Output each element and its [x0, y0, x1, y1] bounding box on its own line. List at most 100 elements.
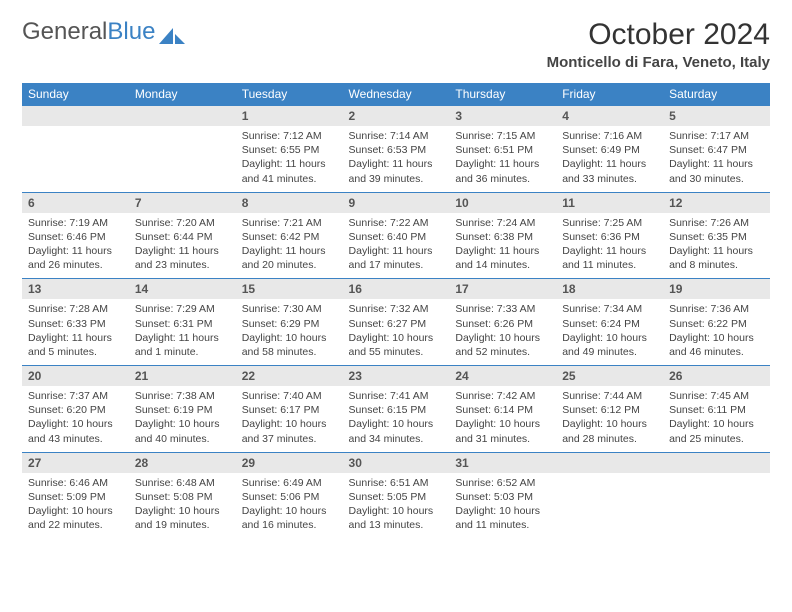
day-data: Sunrise: 6:51 AMSunset: 5:05 PMDaylight:…	[343, 473, 450, 539]
calendar-cell: 25Sunrise: 7:44 AMSunset: 6:12 PMDayligh…	[556, 365, 663, 452]
day-number: 21	[129, 365, 236, 386]
calendar-cell: 19Sunrise: 7:36 AMSunset: 6:22 PMDayligh…	[663, 278, 770, 365]
day-data: Sunrise: 6:52 AMSunset: 5:03 PMDaylight:…	[449, 473, 556, 539]
brand-logo: GeneralBlue	[22, 18, 185, 46]
day-data: Sunrise: 7:28 AMSunset: 6:33 PMDaylight:…	[22, 299, 129, 365]
day-data: Sunrise: 7:36 AMSunset: 6:22 PMDaylight:…	[663, 299, 770, 365]
brand-part2: Blue	[107, 18, 155, 46]
day-data: Sunrise: 7:19 AMSunset: 6:46 PMDaylight:…	[22, 213, 129, 279]
day-header: Tuesday	[236, 83, 343, 105]
sail-icon	[159, 23, 185, 41]
day-data: Sunrise: 7:41 AMSunset: 6:15 PMDaylight:…	[343, 386, 450, 452]
calendar-cell: 4Sunrise: 7:16 AMSunset: 6:49 PMDaylight…	[556, 105, 663, 192]
calendar-cell: 11Sunrise: 7:25 AMSunset: 6:36 PMDayligh…	[556, 192, 663, 279]
calendar-cell: 21Sunrise: 7:38 AMSunset: 6:19 PMDayligh…	[129, 365, 236, 452]
calendar-cell: 12Sunrise: 7:26 AMSunset: 6:35 PMDayligh…	[663, 192, 770, 279]
calendar-cell: 5Sunrise: 7:17 AMSunset: 6:47 PMDaylight…	[663, 105, 770, 192]
day-number: 29	[236, 452, 343, 473]
day-number: 25	[556, 365, 663, 386]
day-data: Sunrise: 7:16 AMSunset: 6:49 PMDaylight:…	[556, 126, 663, 192]
day-number: 10	[449, 192, 556, 213]
day-data: Sunrise: 7:21 AMSunset: 6:42 PMDaylight:…	[236, 213, 343, 279]
day-data: Sunrise: 6:46 AMSunset: 5:09 PMDaylight:…	[22, 473, 129, 539]
day-data-empty	[22, 126, 129, 192]
day-number: 1	[236, 105, 343, 126]
calendar-head: SundayMondayTuesdayWednesdayThursdayFrid…	[22, 83, 770, 105]
calendar-cell: 2Sunrise: 7:14 AMSunset: 6:53 PMDaylight…	[343, 105, 450, 192]
calendar-cell: 13Sunrise: 7:28 AMSunset: 6:33 PMDayligh…	[22, 278, 129, 365]
calendar-cell: 14Sunrise: 7:29 AMSunset: 6:31 PMDayligh…	[129, 278, 236, 365]
day-number-empty	[129, 105, 236, 126]
day-number: 7	[129, 192, 236, 213]
day-number: 20	[22, 365, 129, 386]
calendar-cell: 26Sunrise: 7:45 AMSunset: 6:11 PMDayligh…	[663, 365, 770, 452]
calendar-cell: 9Sunrise: 7:22 AMSunset: 6:40 PMDaylight…	[343, 192, 450, 279]
calendar-cell: 29Sunrise: 6:49 AMSunset: 5:06 PMDayligh…	[236, 452, 343, 539]
calendar-cell: 1Sunrise: 7:12 AMSunset: 6:55 PMDaylight…	[236, 105, 343, 192]
day-data: Sunrise: 7:40 AMSunset: 6:17 PMDaylight:…	[236, 386, 343, 452]
calendar-row: 27Sunrise: 6:46 AMSunset: 5:09 PMDayligh…	[22, 452, 770, 539]
day-data-empty	[663, 473, 770, 539]
day-number: 2	[343, 105, 450, 126]
day-number: 15	[236, 278, 343, 299]
day-header: Saturday	[663, 83, 770, 105]
calendar-body: 1Sunrise: 7:12 AMSunset: 6:55 PMDaylight…	[22, 105, 770, 538]
calendar-cell: 15Sunrise: 7:30 AMSunset: 6:29 PMDayligh…	[236, 278, 343, 365]
day-number: 26	[663, 365, 770, 386]
location: Monticello di Fara, Veneto, Italy	[547, 54, 770, 71]
calendar-cell	[556, 452, 663, 539]
day-number-empty	[556, 452, 663, 473]
day-data: Sunrise: 7:30 AMSunset: 6:29 PMDaylight:…	[236, 299, 343, 365]
calendar-cell: 7Sunrise: 7:20 AMSunset: 6:44 PMDaylight…	[129, 192, 236, 279]
day-number: 19	[663, 278, 770, 299]
day-data: Sunrise: 7:20 AMSunset: 6:44 PMDaylight:…	[129, 213, 236, 279]
day-data: Sunrise: 7:15 AMSunset: 6:51 PMDaylight:…	[449, 126, 556, 192]
day-data: Sunrise: 7:14 AMSunset: 6:53 PMDaylight:…	[343, 126, 450, 192]
day-number: 11	[556, 192, 663, 213]
calendar-cell: 30Sunrise: 6:51 AMSunset: 5:05 PMDayligh…	[343, 452, 450, 539]
calendar-cell: 27Sunrise: 6:46 AMSunset: 5:09 PMDayligh…	[22, 452, 129, 539]
day-number-empty	[22, 105, 129, 126]
calendar-cell: 22Sunrise: 7:40 AMSunset: 6:17 PMDayligh…	[236, 365, 343, 452]
calendar-cell: 3Sunrise: 7:15 AMSunset: 6:51 PMDaylight…	[449, 105, 556, 192]
day-data: Sunrise: 7:29 AMSunset: 6:31 PMDaylight:…	[129, 299, 236, 365]
day-header: Sunday	[22, 83, 129, 105]
day-data: Sunrise: 7:44 AMSunset: 6:12 PMDaylight:…	[556, 386, 663, 452]
calendar-cell	[129, 105, 236, 192]
calendar-cell	[663, 452, 770, 539]
calendar-row: 6Sunrise: 7:19 AMSunset: 6:46 PMDaylight…	[22, 192, 770, 279]
day-number: 6	[22, 192, 129, 213]
day-number: 8	[236, 192, 343, 213]
brand-part1: General	[22, 18, 107, 46]
calendar-cell: 6Sunrise: 7:19 AMSunset: 6:46 PMDaylight…	[22, 192, 129, 279]
day-number: 28	[129, 452, 236, 473]
day-data-empty	[129, 126, 236, 192]
day-data: Sunrise: 7:34 AMSunset: 6:24 PMDaylight:…	[556, 299, 663, 365]
calendar-cell: 24Sunrise: 7:42 AMSunset: 6:14 PMDayligh…	[449, 365, 556, 452]
header: GeneralBlue October 2024 Monticello di F…	[22, 18, 770, 71]
day-number: 23	[343, 365, 450, 386]
day-data: Sunrise: 7:26 AMSunset: 6:35 PMDaylight:…	[663, 213, 770, 279]
day-data: Sunrise: 7:17 AMSunset: 6:47 PMDaylight:…	[663, 126, 770, 192]
day-number: 14	[129, 278, 236, 299]
calendar-cell: 28Sunrise: 6:48 AMSunset: 5:08 PMDayligh…	[129, 452, 236, 539]
day-number: 9	[343, 192, 450, 213]
day-number: 30	[343, 452, 450, 473]
day-number: 27	[22, 452, 129, 473]
calendar-cell: 10Sunrise: 7:24 AMSunset: 6:38 PMDayligh…	[449, 192, 556, 279]
calendar-cell: 16Sunrise: 7:32 AMSunset: 6:27 PMDayligh…	[343, 278, 450, 365]
calendar-cell: 8Sunrise: 7:21 AMSunset: 6:42 PMDaylight…	[236, 192, 343, 279]
day-data: Sunrise: 6:49 AMSunset: 5:06 PMDaylight:…	[236, 473, 343, 539]
day-data: Sunrise: 7:45 AMSunset: 6:11 PMDaylight:…	[663, 386, 770, 452]
month-title: October 2024	[547, 18, 770, 52]
calendar-cell: 23Sunrise: 7:41 AMSunset: 6:15 PMDayligh…	[343, 365, 450, 452]
calendar-row: 1Sunrise: 7:12 AMSunset: 6:55 PMDaylight…	[22, 105, 770, 192]
day-number: 18	[556, 278, 663, 299]
calendar-cell: 20Sunrise: 7:37 AMSunset: 6:20 PMDayligh…	[22, 365, 129, 452]
day-number: 5	[663, 105, 770, 126]
day-data: Sunrise: 7:22 AMSunset: 6:40 PMDaylight:…	[343, 213, 450, 279]
day-number: 16	[343, 278, 450, 299]
day-number-empty	[663, 452, 770, 473]
day-number: 31	[449, 452, 556, 473]
day-number: 12	[663, 192, 770, 213]
